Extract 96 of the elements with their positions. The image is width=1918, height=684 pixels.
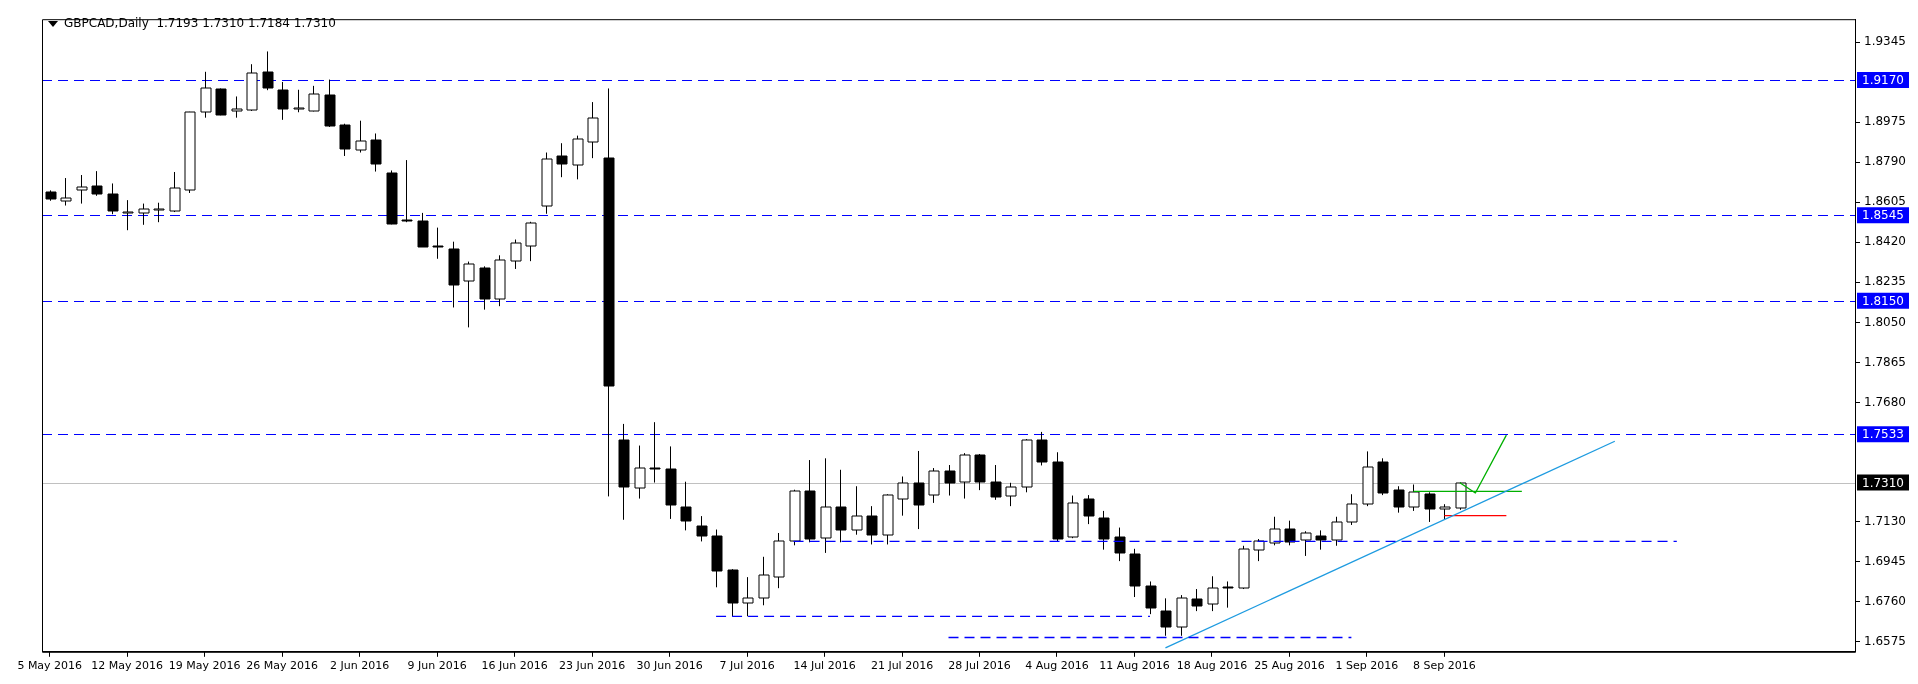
candlestick (742, 576, 754, 617)
y-tick-label: 1.8605 (1864, 194, 1907, 209)
x-tick-label: 1 Sep 2016 (1335, 659, 1399, 673)
x-tick-label: 18 Aug 2016 (1176, 659, 1248, 673)
candlestick (76, 174, 88, 205)
y-tick-label: 1.8790 (1864, 154, 1907, 169)
candlestick (913, 450, 925, 530)
candlestick (107, 182, 119, 215)
candlestick (432, 227, 444, 260)
x-tick-label: 19 May 2016 (168, 659, 241, 673)
candlestick (649, 421, 661, 484)
candlestick (897, 476, 909, 517)
candlestick (835, 469, 847, 543)
candlestick (1315, 529, 1327, 551)
candlestick (370, 132, 382, 173)
candlestick (200, 71, 212, 119)
candlestick (866, 505, 878, 545)
chart-title: GBPCAD,Daily 1.7193 1.7310 1.7184 1.7310 (64, 16, 336, 30)
candlestick (293, 89, 305, 113)
candlestick (851, 485, 863, 536)
x-tick-label: 28 Jul 2016 (948, 659, 1011, 673)
candlestick (1207, 575, 1219, 612)
candlestick (1408, 484, 1420, 512)
candlestick (1393, 485, 1405, 514)
candlestick (463, 261, 475, 328)
candlestick (122, 199, 134, 231)
x-tick-label: 12 May 2016 (91, 659, 164, 673)
ref-line-label: 1.7533 (1862, 427, 1905, 442)
x-tick-label: 4 Aug 2016 (1025, 659, 1089, 673)
x-tick-label: 5 May 2016 (17, 659, 83, 673)
y-tick-label: 1.7130 (1864, 513, 1907, 528)
candlestick (169, 171, 181, 213)
x-tick-label: 16 Jun 2016 (481, 659, 548, 673)
x-tick-label: 30 Jun 2016 (636, 659, 703, 673)
candlestick (262, 50, 274, 91)
candlestick (680, 481, 692, 531)
candlestick (60, 177, 72, 207)
candlestick (1160, 597, 1172, 637)
candlestick (556, 142, 568, 178)
candlestick (401, 159, 413, 223)
y-tick-label: 1.9345 (1864, 34, 1907, 49)
y-tick-label: 1.7865 (1864, 354, 1907, 369)
y-tick-label: 1.8975 (1864, 114, 1907, 129)
candlestick (138, 203, 150, 226)
candlestick (990, 464, 1002, 501)
y-tick-label: 1.7680 (1864, 394, 1907, 409)
candlestick (1114, 527, 1126, 562)
candlestick (277, 81, 289, 121)
candlestick (231, 95, 243, 119)
candlestick (1036, 431, 1048, 466)
candlestick (1346, 493, 1358, 526)
x-tick-label: 26 May 2016 (246, 659, 319, 673)
candlestick (1331, 516, 1343, 547)
candlestick (91, 170, 103, 197)
x-tick-label: 14 Jul 2016 (793, 659, 856, 673)
x-tick-label: 25 Aug 2016 (1254, 659, 1325, 673)
y-tick-label: 1.8235 (1864, 274, 1907, 289)
y-tick-label: 1.6575 (1864, 633, 1907, 648)
candlestick (1098, 510, 1110, 551)
candlestick (308, 85, 320, 112)
candlestick (1083, 494, 1095, 525)
y-tick-label: 1.8420 (1864, 234, 1907, 249)
candlestick (634, 445, 646, 500)
candlestick (696, 515, 708, 542)
candlestick (1222, 580, 1234, 609)
candlestick (1253, 538, 1265, 562)
y-tick-label: 1.8050 (1864, 314, 1907, 329)
x-tick-label: 7 Jul 2016 (719, 659, 775, 673)
candlestick (339, 123, 351, 157)
x-tick-label: 9 Jun 2016 (407, 659, 467, 673)
candlestick (1284, 520, 1296, 546)
candlestick (1424, 491, 1436, 523)
ref-line-label: 1.7310 (1862, 475, 1905, 490)
x-tick-label: 23 Jun 2016 (559, 659, 626, 673)
candlestick (587, 101, 599, 159)
candlestick (944, 464, 956, 497)
y-tick-label: 1.6945 (1864, 553, 1907, 568)
ref-line-label: 1.8150 (1862, 293, 1905, 308)
candlestick (758, 556, 770, 606)
candlestick (153, 202, 165, 223)
candlestick (355, 120, 367, 154)
x-tick-label: 21 Jul 2016 (870, 659, 934, 673)
ref-line-label: 1.9170 (1862, 73, 1905, 88)
candlestick (525, 221, 537, 262)
x-tick-label: 2 Jun 2016 (330, 659, 390, 673)
candlestick (1005, 482, 1017, 507)
candlestick (1269, 516, 1281, 546)
candlestick (1145, 580, 1157, 615)
candlestick (1191, 588, 1203, 612)
x-tick-label: 8 Sep 2016 (1413, 659, 1476, 673)
candlestick (1300, 530, 1312, 557)
y-tick-label: 1.6760 (1864, 593, 1907, 608)
x-tick-label: 11 Aug 2016 (1099, 659, 1170, 673)
candlestick (510, 239, 522, 270)
ref-line-label: 1.8545 (1862, 208, 1905, 223)
candlestick (928, 467, 940, 504)
